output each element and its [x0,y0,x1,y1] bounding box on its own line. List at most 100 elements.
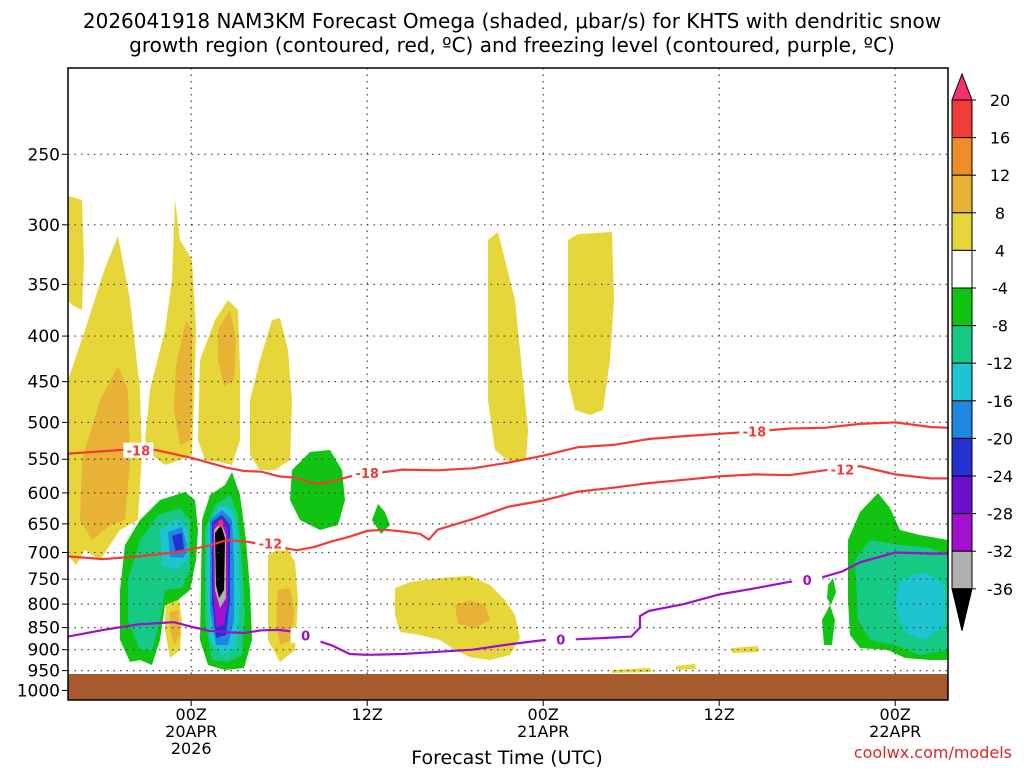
omega-region-positive-strong [170,610,180,645]
contour-label-bg [290,627,321,643]
contour-label: 0 [803,574,812,589]
x-tick-label: 22APR [869,722,921,741]
contour-label-bg [739,423,770,439]
y-tick-label: 850 [28,619,60,639]
contour-label: 0 [301,630,310,645]
colorbar-label: -4 [992,279,1008,298]
x-tick-label: 2026 [171,739,212,758]
y-tick-label: 750 [28,570,60,590]
contour-label: -18 [355,467,379,482]
colorbar-swatch [951,325,973,364]
x-tick-label: 21APR [517,722,569,741]
contour-label-bg [827,461,858,477]
y-tick-label: 900 [28,641,60,661]
colorbar-label: 16 [990,129,1010,148]
colorbar-swatch [951,99,973,139]
omega-region-positive [198,300,240,465]
contour-label: -18 [743,426,767,441]
contour-red [68,465,948,561]
colorbar-swatch [951,400,973,439]
ground-surface [68,674,948,700]
omega-region-positive-strong [455,600,490,628]
y-tick-label: 500 [28,413,60,433]
colorbar-swatch [951,513,973,552]
omega-region-negative [290,450,345,530]
contour-label: -12 [259,538,283,553]
y-tick-label: 400 [28,327,60,347]
omega-region-positive [68,196,84,310]
x-tick-label: 00Z [528,705,559,724]
omega-region-positive-strong [80,366,130,540]
contour-label-bg [255,535,286,551]
colorbar-swatch [951,550,973,590]
colorbar-label: -32 [987,542,1013,561]
y-tick-label: 700 [28,544,60,564]
colorbar-arrow-bottom [951,588,973,631]
omega-region-positive-strong [218,310,236,386]
omega-region-negative [822,605,835,645]
watermark: coolwx.com/models [854,743,1012,762]
colorbar-label: 8 [995,204,1005,223]
x-tick-label: 00Z [880,705,911,724]
colorbar-label: -24 [987,467,1013,486]
chart-title-line2: growth region (contoured, red, ºC) and f… [129,33,895,57]
colorbar-label: -16 [987,392,1013,411]
y-tick-label: 450 [28,373,60,393]
colorbar-label: 12 [990,166,1010,185]
omega-region-negative-36 [215,525,225,598]
y-tick-label: 650 [28,515,60,535]
colorbar-label: -20 [987,429,1013,448]
omega-region-negative [827,578,836,605]
x-axis-label: Forecast Time (UTC) [411,747,602,768]
omega-region-positive [612,668,652,673]
colorbar-label: -8 [992,317,1008,336]
omega-region-pink-core [218,519,223,528]
y-tick-label: 300 [28,216,60,236]
omega-region-negative-12 [895,572,945,640]
y-tick-label: 250 [28,145,60,165]
colorbar-swatch [951,437,973,477]
x-tick-label: 00Z [176,705,207,724]
colorbar-swatch [951,174,973,214]
contour-label: -12 [831,464,855,479]
contour-label: 0 [556,634,565,649]
colorbar-swatch [951,362,973,402]
y-tick-label: 550 [28,450,60,470]
colorbar-legend: 20 16 12 8 4 -4 -8 -12 -16 -20 -24 -28 -32 -36 [951,72,1013,631]
x-tick-label: 12Z [352,705,383,724]
omega-region-negative-20 [172,533,184,553]
colorbar-label: 20 [990,91,1010,110]
contour-label-bg [352,465,383,481]
chart-title-line1: 2026041918 NAM3KM Forecast Omega (shaded… [83,9,941,33]
omega-region-positive [676,664,696,670]
colorbar-swatch [951,137,973,176]
colorbar-label: -12 [987,354,1013,373]
contour-label: -18 [127,445,151,460]
colorbar-label: -28 [987,505,1013,524]
y-tick-label: 350 [28,275,60,295]
y-tick-label: 800 [28,595,60,615]
x-tick-label: 12Z [704,705,735,724]
omega-region-positive [250,318,292,470]
plot-frame [67,67,949,701]
contour-label-bg [545,631,576,647]
y-tick-label: 600 [28,484,60,504]
colorbar-swatch [951,475,973,515]
omega-region-positive [568,232,614,415]
colorbar-arrow-top [951,72,973,101]
x-tick-label: 20APR [165,722,217,741]
omega-shading [68,196,948,673]
y-tick-label: 950 [28,662,60,682]
colorbar-swatch [951,212,973,251]
y-axis: 2503003504004505005506006507007508008509… [17,145,68,701]
colorbar-swatch [951,249,973,289]
colorbar-label: -36 [987,580,1013,599]
omega-region-negative [372,504,390,534]
omega-region-positive [488,232,528,462]
contour-label-bg [123,442,154,458]
contour-label-bg [792,572,823,588]
omega-region-positive-strong [174,320,192,445]
